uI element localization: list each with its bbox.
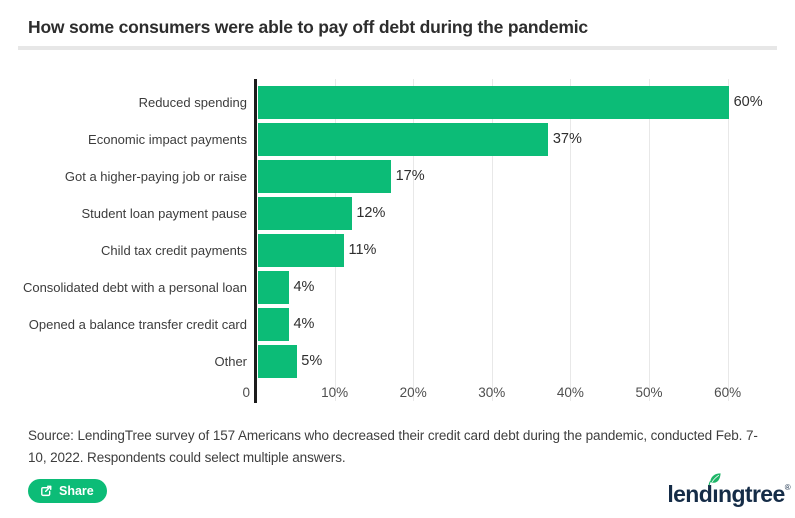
x-gridline — [491, 79, 493, 401]
bar-value-label: 12% — [356, 205, 386, 221]
bar-row-label: Got a higher-paying job or raise — [64, 169, 247, 184]
logo-text-after-i: ngtree — [718, 481, 785, 507]
x-tick-label: 0 — [242, 385, 250, 400]
header: How some consumers were able to pay off … — [0, 0, 795, 38]
title-divider — [18, 46, 777, 50]
share-icon — [39, 484, 53, 498]
x-tick-label: 50% — [635, 385, 663, 400]
bar-chart: 0 10% 20% 30% 40% 50% 60% Reduced spending 60% Ec… — [0, 79, 795, 405]
logo-dotless-i: ı — [712, 481, 718, 507]
bar-row-label: Economic impact payments — [88, 132, 247, 147]
bar-value-label: 11% — [348, 242, 377, 258]
y-axis-line — [254, 79, 257, 403]
bar — [257, 271, 289, 304]
bar — [257, 86, 730, 119]
bar-value-label: 60% — [733, 94, 763, 110]
logo-trademark: ® — [784, 483, 791, 492]
bar-row-label: Other — [214, 354, 247, 369]
x-tick-label: 10% — [321, 385, 349, 400]
bar — [257, 197, 352, 230]
logo-i: ı — [708, 473, 721, 508]
bar-value-label: 37% — [552, 131, 582, 147]
bar — [257, 345, 297, 378]
source-note: Source: LendingTree survey of 157 Americ… — [28, 428, 758, 465]
x-tick-label: 60% — [714, 385, 742, 400]
x-gridline — [413, 79, 415, 401]
page-title: How some consumers were able to pay off … — [28, 17, 588, 37]
share-button[interactable]: Share — [28, 479, 107, 503]
bar — [257, 308, 289, 341]
bar-row-label: Student loan payment pause — [81, 206, 247, 221]
x-tick-label: 20% — [399, 385, 427, 400]
bar — [257, 123, 549, 156]
logo-text-before-i: lend — [667, 481, 713, 507]
bar-value-label: 4% — [293, 279, 315, 295]
x-tick-label: 30% — [478, 385, 506, 400]
share-button-label: Share — [59, 484, 94, 498]
x-tick-label: 40% — [556, 385, 584, 400]
bar-row-label: Opened a balance transfer credit card — [28, 317, 247, 332]
bar — [257, 160, 392, 193]
x-gridline — [570, 79, 572, 401]
bar-row-label: Consolidated debt with a personal loan — [22, 280, 247, 295]
bar-value-label: 5% — [301, 353, 323, 369]
lendingtree-logo: lend ıngtree® — [667, 473, 791, 508]
bar-row-label: Reduced spending — [138, 95, 247, 110]
bar-row-label: Child tax credit payments — [101, 243, 247, 258]
x-gridline — [727, 79, 729, 401]
bar-value-label: 4% — [293, 316, 315, 332]
bar-value-label: 17% — [395, 168, 425, 184]
bar — [257, 234, 344, 267]
x-gridline — [649, 79, 650, 401]
leaf-icon — [708, 473, 721, 486]
